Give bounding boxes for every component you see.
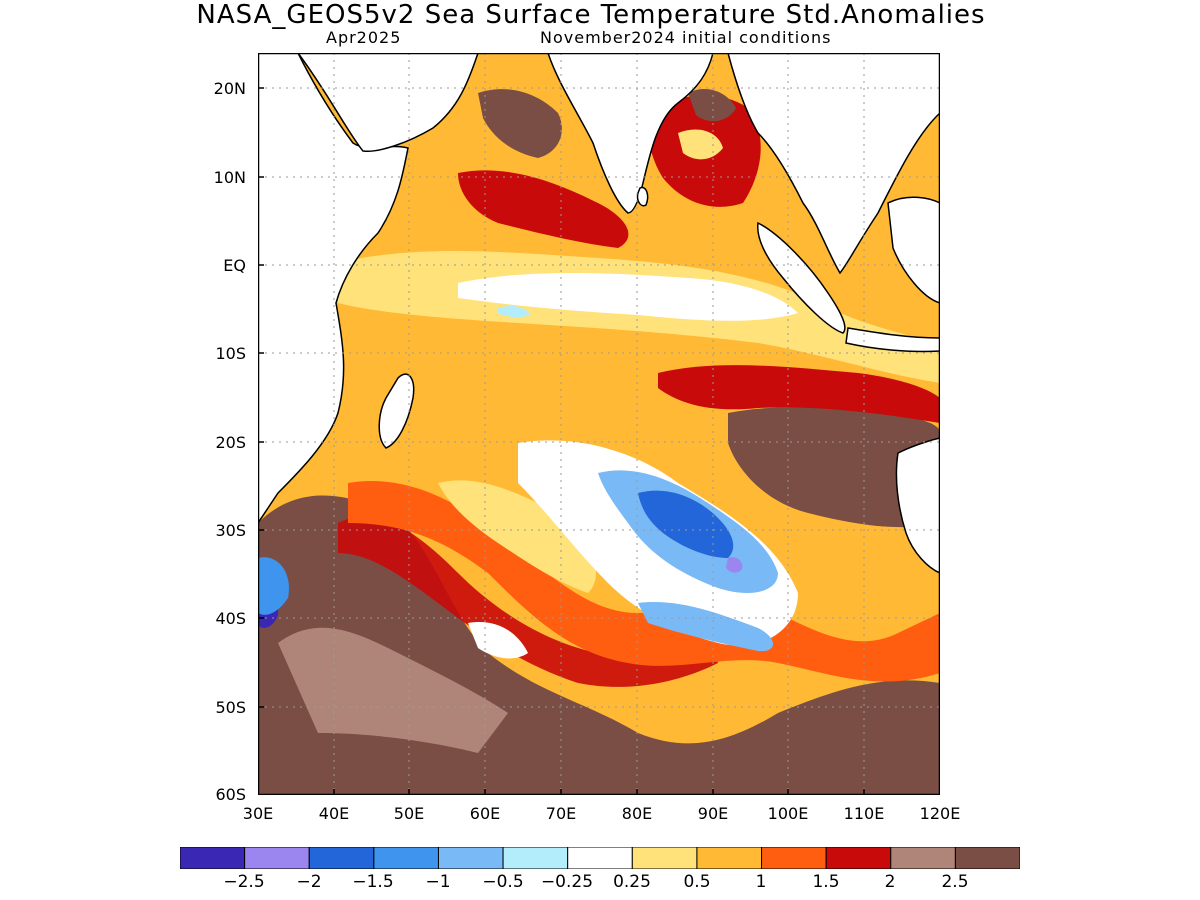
lat-label-eq: EQ [223,256,246,275]
map-border [258,53,940,795]
forecast-month: Apr2025 [326,28,402,47]
anomaly-region-south-red [338,516,718,687]
anomaly-region-southwest-blue [258,557,289,615]
anomaly-map-svg [258,53,940,795]
colorbar-swatch [437,847,504,869]
anomaly-region-central-violet [726,557,743,573]
colorbar-swatch [825,847,892,869]
initial-conditions: November2024 initial conditions [540,28,832,47]
colorbar-label: 0.5 [683,872,711,892]
lat-label-40s: 40S [215,609,246,628]
lon-label-30e: 30E [242,804,274,823]
land-java [845,327,940,353]
colorbar-label: −0.5 [482,872,524,892]
lon-label-50e: 50E [393,804,425,823]
land-southeast-asia [727,53,940,275]
lat-label-50s: 50S [215,698,246,717]
anomaly-region-equator-lightblue [498,305,530,318]
map-title: NASA_GEOS5v2 Sea Surface Temperature Std… [196,0,986,30]
lat-label-60s: 60S [215,785,246,804]
colorbar-label: −1.5 [352,872,394,892]
colorbar-label: 1 [755,872,767,892]
colorbar [180,847,1020,869]
land-arabia [297,53,479,152]
colorbar-label: −2.5 [223,872,265,892]
land-australia [895,437,940,574]
anomaly-region-central-blue [638,490,734,558]
colorbar-swatch [180,847,246,869]
colorbar-swatch [696,847,763,869]
lat-label-10n: 10N [213,168,246,187]
colorbar-swatch [373,847,439,869]
colorbar-label: 0.25 [613,872,651,892]
land-africa [258,53,409,525]
colorbar-swatch [890,847,956,869]
colorbar-swatch [567,847,633,869]
anomaly-region-north-red [458,170,629,248]
anomaly-region-bengal-brown [688,88,736,122]
anomaly-region-south-lightblue [638,602,773,652]
anomaly-region-southeast-red [658,365,940,423]
lat-label-20n: 20N [213,79,246,98]
lon-label-40e: 40E [318,804,350,823]
land-madagascar [378,373,415,449]
anomaly-region-south-yellow [438,480,597,593]
lon-label-100e: 100E [767,804,809,823]
land-india [547,53,714,214]
colorbar-swatch [631,847,698,869]
lon-label-120e: 120E [919,804,961,823]
colorbar-label: 2 [884,872,896,892]
colorbar-label: −2 [296,872,322,892]
colorbar-label: 1.5 [812,872,840,892]
anomaly-region-south-orange [348,481,940,682]
colorbar-swatch [954,847,1020,869]
map-graticule [258,53,940,795]
colorbar-swatch [502,847,569,869]
lat-label-30s: 30S [215,521,246,540]
colorbar-swatch [244,847,310,869]
lat-label-10s: 10S [215,344,246,363]
anomaly-region-bengal-yellow [678,129,723,160]
anomaly-map [258,53,940,795]
lat-label-20s: 20S [215,433,246,452]
land-sumatra [757,221,846,334]
colorbar-label: 2.5 [941,872,969,892]
colorbar-label: −0.25 [540,872,594,892]
lon-label-80e: 80E [621,804,653,823]
lon-label-90e: 90E [697,804,729,823]
colorbar-swatch [761,847,827,869]
anomaly-region-southeast-brown [728,407,940,528]
anomaly-region-south-white [468,622,528,659]
lon-label-60e: 60E [469,804,501,823]
anomaly-region-south-light-brown [278,627,508,753]
lon-label-70e: 70E [545,804,577,823]
colorbar-swatch [308,847,375,869]
lon-label-110e: 110E [843,804,885,823]
anomaly-region-north-brown [478,89,562,158]
colorbar-label: −1 [425,872,451,892]
axis-ticks [258,87,865,795]
land-sri-lanka [636,186,649,207]
